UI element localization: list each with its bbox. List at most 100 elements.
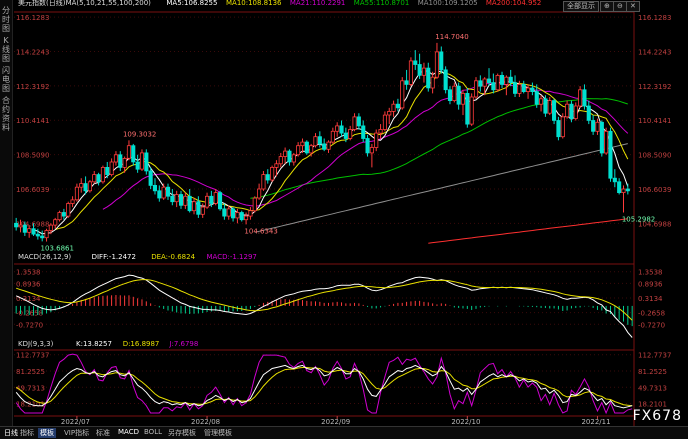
candle-body [35, 233, 40, 237]
price-right-tick-label: 112.3192 [638, 83, 671, 91]
ma55-line [250, 98, 628, 199]
candle-body [513, 82, 518, 94]
candle-body [443, 69, 448, 91]
price-left-tick-label: 108.5090 [16, 152, 49, 160]
candle-body [235, 212, 240, 219]
candle-body [478, 80, 483, 87]
candle-body [560, 116, 565, 138]
candle-body [152, 184, 158, 192]
candle-body [417, 64, 422, 76]
price-right-tick-label: 116.1283 [638, 14, 671, 22]
left-sidebar: 分时图 K线图 闪电图 合约资料 [0, 0, 13, 426]
ma21-line [102, 82, 629, 210]
macd-left-tick-label: -0.7270 [16, 321, 43, 329]
kdj-left-tick-label: 81.2525 [16, 368, 45, 376]
candle-body [599, 121, 604, 154]
extreme-value-label: 109.3032 [123, 130, 156, 138]
tab-macd[interactable]: MACD [118, 428, 139, 436]
candle-body [352, 116, 357, 130]
price-right-tick-label: 114.2243 [638, 48, 671, 56]
tab-indicators[interactable]: 指标 [20, 429, 34, 437]
manage-templates-button[interactable]: 管理模板 [204, 429, 232, 437]
candle-body [395, 103, 400, 109]
candle-body [122, 157, 127, 168]
kdj-k-line [15, 364, 633, 409]
macd-right-tick-label: -0.2658 [638, 310, 665, 318]
candle-body [343, 132, 348, 139]
tab-templates[interactable]: 模板 [38, 428, 56, 438]
candle-body [499, 75, 505, 85]
candle-body [161, 186, 166, 199]
sidebar-tab-intraday[interactable]: 分时图 [2, 6, 10, 33]
macd-diff-line [15, 274, 633, 338]
macd-left-tick-label: 0.3134 [16, 295, 41, 303]
macd-left-tick-label: 1.3538 [16, 269, 41, 277]
candle-body [430, 76, 435, 89]
candle-body [569, 103, 574, 119]
candle-body [18, 224, 23, 228]
save-template-button[interactable]: 另存模板 [168, 429, 196, 437]
candle-body [421, 67, 426, 76]
candle-body [413, 60, 418, 65]
candle-body [291, 154, 296, 163]
candle-body [617, 181, 622, 194]
candle-body [239, 212, 244, 221]
kdj-right-tick-label: 81.2525 [638, 368, 667, 376]
price-left-tick-label: 106.6039 [16, 186, 49, 194]
candle-body [591, 120, 596, 132]
candle-body [573, 105, 578, 120]
candle-body [452, 85, 457, 101]
tab-standard[interactable]: 标准 [96, 429, 110, 437]
candle-body [183, 195, 188, 206]
candle-body [222, 208, 227, 217]
tab-boll[interactable]: BOLL [144, 428, 162, 436]
period-daily-tab[interactable]: 日线 [4, 429, 18, 437]
sidebar-tab-kline[interactable]: K线图 [2, 36, 10, 63]
price-right-tick-label: 110.4141 [638, 117, 671, 125]
candle-body [556, 120, 561, 138]
time-tick-label: 2022/07 [61, 418, 90, 426]
candle-body [22, 224, 27, 233]
time-tick-label: 2022/11 [581, 418, 610, 426]
macd-right-tick-label: 0.3134 [638, 295, 663, 303]
candle-body [274, 163, 279, 168]
candle-body [87, 181, 93, 192]
ma200-line [428, 218, 628, 244]
candle-body [365, 138, 370, 154]
macd-right-tick-label: 1.3538 [638, 269, 663, 277]
macd-right-tick-label: 0.8936 [638, 280, 663, 288]
kdj-j-line [15, 353, 633, 415]
sidebar-tab-contract[interactable]: 合约资料 [2, 96, 10, 132]
zoom-in-icon[interactable]: ⊕ [600, 1, 614, 12]
price-left-tick-label: 116.1283 [16, 14, 49, 22]
candle-body [625, 188, 630, 192]
candle-body [283, 150, 288, 157]
sidebar-tab-flash[interactable]: 闪电图 [2, 66, 10, 93]
price-legend-entry: MA100:109.1205 [418, 0, 478, 7]
candle-body [322, 143, 327, 150]
fx678-watermark: FX678 [632, 408, 682, 424]
candle-body [369, 147, 374, 154]
candle-body [217, 192, 223, 210]
ma100-line [254, 143, 628, 233]
price-right-tick-label: 104.6988 [638, 220, 671, 228]
candle-body [426, 67, 431, 89]
candle-body [473, 80, 479, 98]
zoom-out-icon[interactable]: ⊖ [613, 1, 627, 12]
show-all-button[interactable]: 全部显示 [563, 1, 599, 12]
candle-body [252, 197, 257, 212]
candle-body [330, 130, 335, 143]
tab-vip-indicators[interactable]: VIP指标 [64, 429, 90, 437]
candle-body [439, 51, 444, 71]
candle-body [447, 89, 452, 102]
price-right-tick-label: 108.5090 [638, 152, 671, 160]
close-icon[interactable]: ✕ [626, 1, 640, 12]
candle-body [79, 183, 84, 188]
candle-body [139, 152, 145, 170]
candle-body [27, 228, 32, 233]
candle-body [317, 136, 322, 145]
candle-body [495, 75, 500, 91]
kdj-left-tick-label: 112.7737 [16, 352, 49, 360]
candle-body [70, 199, 75, 204]
candle-body [257, 188, 262, 199]
